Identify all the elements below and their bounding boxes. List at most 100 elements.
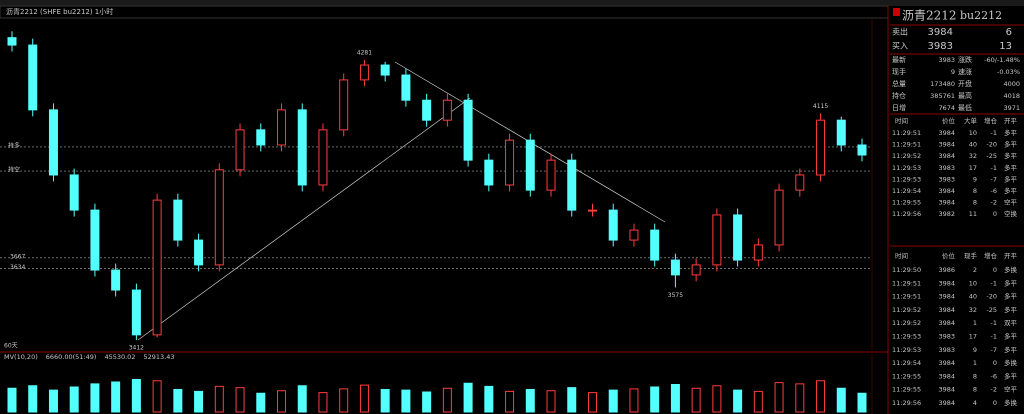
table-cell: 10 <box>969 279 977 287</box>
table-cell: 3984 <box>938 187 955 195</box>
table-cell: 1 <box>973 359 977 367</box>
candle-body <box>48 109 58 176</box>
table-cell: 4 <box>973 399 977 407</box>
trend-line <box>137 97 471 341</box>
volume-bar <box>816 380 826 413</box>
candle-body <box>484 159 494 186</box>
table-cell: 10 <box>969 129 977 137</box>
stat-label: 最高 <box>958 91 972 100</box>
volume-bar <box>505 390 515 413</box>
candle-body <box>753 244 763 261</box>
stat-label: 总量 <box>892 79 906 88</box>
table-cell: 多平 <box>1004 186 1018 195</box>
volume-bar <box>442 387 452 413</box>
candle-body <box>836 119 846 146</box>
candle-body <box>567 159 577 211</box>
stat-label: 日增 <box>892 103 906 112</box>
candle-body <box>629 229 639 241</box>
table-cell: 11:29:55 <box>892 372 921 380</box>
table-cell: 3984 <box>938 399 955 407</box>
table-header: 增仓 <box>984 116 998 125</box>
volume-legend: 6660.00(51:49) <box>46 353 97 361</box>
table-cell: 8 <box>973 386 977 394</box>
candle-body <box>774 189 784 246</box>
volume-bar <box>795 383 805 413</box>
candle-body <box>297 109 307 186</box>
table-cell: 3984 <box>938 372 955 380</box>
volume-bar <box>587 392 597 413</box>
market-icon <box>893 8 900 16</box>
stat-value: 3983 <box>938 56 955 64</box>
chart-title: 沥青2212 (SHFE bu2212) 1小时 <box>6 7 113 16</box>
volume-bar <box>650 386 660 413</box>
toolbar <box>0 0 1024 6</box>
volume-bar <box>318 392 328 413</box>
extreme-label: 3412 <box>129 345 144 352</box>
candle-body <box>691 264 701 276</box>
table-cell: 11:29:56 <box>892 210 921 218</box>
volume-bar <box>28 385 38 413</box>
table-cell: 17 <box>969 333 977 341</box>
table-cell: 8 <box>973 187 977 195</box>
volume-bar <box>484 385 494 413</box>
table-cell: 11:29:55 <box>892 386 921 394</box>
table-cell: 3984 <box>938 386 955 394</box>
table-cell: 3983 <box>938 164 955 172</box>
candle-body <box>359 64 369 81</box>
table-cell: 3984 <box>938 359 955 367</box>
candle-body <box>90 209 100 271</box>
volume-bar <box>297 385 307 413</box>
table-header: 时间 <box>895 251 908 260</box>
table-cell: 双平 <box>1004 319 1018 327</box>
table-header: 开平 <box>1004 117 1018 125</box>
candle-body <box>733 214 743 261</box>
volume-bar <box>422 391 432 413</box>
table-cell: 32 <box>969 152 977 160</box>
table-cell: -25 <box>986 152 997 160</box>
table-cell: 11:29:51 <box>892 141 921 149</box>
table-cell: 3984 <box>938 306 955 314</box>
table-cell: 多换 <box>1004 398 1018 407</box>
contract-name: 沥青2212 <box>902 9 957 23</box>
table-cell: -1 <box>991 279 997 287</box>
contract-code: bu2212 <box>960 9 1002 22</box>
candle-body <box>194 239 204 266</box>
volume-bar <box>277 390 287 413</box>
table-cell: -6 <box>991 187 997 195</box>
table-cell: -7 <box>991 175 997 183</box>
volume-bar <box>90 383 100 413</box>
table-cell: 9 <box>973 346 977 354</box>
candle-body <box>712 214 722 266</box>
table-cell: 11:29:52 <box>892 319 921 327</box>
volume-bar <box>380 389 390 413</box>
candle-body <box>442 99 452 121</box>
table-cell: 3984 <box>938 319 955 327</box>
table-cell: 40 <box>969 141 977 149</box>
table-header: 时间 <box>895 116 908 125</box>
volume-bar <box>774 382 784 413</box>
candle-body <box>131 289 141 336</box>
candle-body <box>28 44 38 111</box>
candle-body <box>422 99 432 121</box>
volume-bar <box>48 389 58 413</box>
table-cell: 40 <box>969 293 977 301</box>
volume-bar <box>339 388 349 413</box>
candle-body <box>608 209 618 241</box>
table-cell: 11:29:52 <box>892 306 921 314</box>
volume-bar <box>712 385 722 413</box>
table-cell: 空平 <box>1004 198 1018 207</box>
stat-label: 现手 <box>892 67 906 76</box>
volume-bar <box>608 389 618 413</box>
stat-value: 3971 <box>1003 104 1020 112</box>
table-cell: 多换 <box>1004 358 1018 367</box>
volume-bar <box>69 386 79 413</box>
table-cell: -2 <box>991 386 997 394</box>
volume-bar <box>359 384 369 413</box>
table-cell: 多平 <box>1004 140 1018 149</box>
table-cell: -1 <box>991 164 997 172</box>
table-cell: 3983 <box>938 175 955 183</box>
table-cell: 11:29:54 <box>892 187 921 195</box>
candle-body <box>650 229 660 261</box>
